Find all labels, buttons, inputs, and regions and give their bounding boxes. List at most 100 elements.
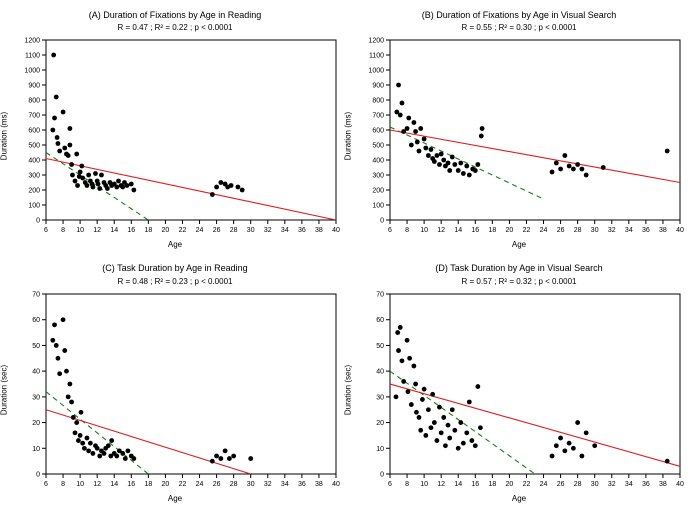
svg-text:10: 10 xyxy=(420,481,428,488)
svg-text:30: 30 xyxy=(247,481,255,488)
svg-text:600: 600 xyxy=(28,128,40,135)
svg-text:36: 36 xyxy=(642,481,650,488)
panel-b-ylabel: Duration (ms) xyxy=(344,112,353,160)
svg-text:22: 22 xyxy=(523,227,531,234)
svg-text:16: 16 xyxy=(127,227,135,234)
panel-d-ylabel: Duration (sec) xyxy=(344,364,353,414)
svg-text:8: 8 xyxy=(61,481,65,488)
svg-text:10: 10 xyxy=(376,445,384,452)
svg-text:40: 40 xyxy=(32,368,40,375)
svg-text:800: 800 xyxy=(372,98,384,105)
svg-text:20: 20 xyxy=(506,481,514,488)
svg-text:36: 36 xyxy=(298,227,306,234)
svg-text:0: 0 xyxy=(36,471,40,478)
svg-text:1000: 1000 xyxy=(368,68,384,75)
svg-text:12: 12 xyxy=(93,227,101,234)
svg-text:10: 10 xyxy=(76,481,84,488)
svg-text:18: 18 xyxy=(144,227,152,234)
svg-text:30: 30 xyxy=(591,481,599,488)
svg-text:8: 8 xyxy=(405,481,409,488)
svg-text:6: 6 xyxy=(388,227,392,234)
svg-text:24: 24 xyxy=(540,227,548,234)
svg-text:200: 200 xyxy=(372,188,384,195)
svg-text:38: 38 xyxy=(315,227,323,234)
svg-text:22: 22 xyxy=(179,227,187,234)
svg-text:300: 300 xyxy=(28,173,40,180)
svg-text:50: 50 xyxy=(376,342,384,349)
panel-a-svg: 6810121416182022242628303234363840010020… xyxy=(10,34,340,238)
svg-text:28: 28 xyxy=(574,227,582,234)
panel-a-ylabel: Duration (ms) xyxy=(0,112,9,160)
svg-text:70: 70 xyxy=(32,291,40,298)
svg-text:70: 70 xyxy=(376,291,384,298)
svg-text:400: 400 xyxy=(28,158,40,165)
svg-text:12: 12 xyxy=(437,227,445,234)
svg-text:32: 32 xyxy=(264,227,272,234)
svg-text:16: 16 xyxy=(471,481,479,488)
panel-d: (D) Task Duration by Age in Visual Searc… xyxy=(354,263,684,502)
svg-text:38: 38 xyxy=(659,227,667,234)
svg-text:34: 34 xyxy=(625,227,633,234)
svg-text:10: 10 xyxy=(32,445,40,452)
svg-text:40: 40 xyxy=(332,227,340,234)
svg-text:0: 0 xyxy=(36,218,40,225)
panel-b-plot: Duration (ms) 68101214161820222426283032… xyxy=(354,34,684,238)
svg-text:20: 20 xyxy=(162,481,170,488)
svg-text:900: 900 xyxy=(28,83,40,90)
panel-d-xlabel: Age xyxy=(354,494,684,503)
panel-a-xlabel: Age xyxy=(10,240,340,249)
svg-text:14: 14 xyxy=(454,227,462,234)
svg-text:28: 28 xyxy=(230,481,238,488)
svg-text:600: 600 xyxy=(372,128,384,135)
svg-text:1200: 1200 xyxy=(368,38,384,45)
svg-text:12: 12 xyxy=(93,481,101,488)
svg-text:800: 800 xyxy=(28,98,40,105)
panel-d-plot: Duration (sec) 6810121416182022242628303… xyxy=(354,288,684,492)
svg-text:30: 30 xyxy=(591,227,599,234)
svg-text:34: 34 xyxy=(625,481,633,488)
panel-b-xlabel: Age xyxy=(354,240,684,249)
svg-text:6: 6 xyxy=(388,481,392,488)
svg-text:1100: 1100 xyxy=(369,53,384,60)
panel-d-title: (D) Task Duration by Age in Visual Searc… xyxy=(354,263,684,274)
svg-text:700: 700 xyxy=(28,113,40,120)
svg-text:14: 14 xyxy=(454,481,462,488)
svg-text:30: 30 xyxy=(247,227,255,234)
svg-text:36: 36 xyxy=(298,481,306,488)
panel-b-stats: R = 0.55 ; R² = 0.30 ; p < 0.0001 xyxy=(354,23,684,32)
panel-c-ylabel: Duration (sec) xyxy=(0,364,9,414)
panel-a-plot: Duration (ms) 68101214161820222426283032… xyxy=(10,34,340,238)
panel-c-stats: R = 0.48 ; R² = 0.23 ; p < 0.0001 xyxy=(10,277,340,286)
svg-text:20: 20 xyxy=(506,227,514,234)
svg-text:16: 16 xyxy=(471,227,479,234)
svg-text:10: 10 xyxy=(420,227,428,234)
svg-text:700: 700 xyxy=(372,113,384,120)
panel-grid: (A) Duration of Fixations by Age in Read… xyxy=(10,10,679,503)
svg-text:34: 34 xyxy=(281,227,289,234)
svg-text:8: 8 xyxy=(61,227,65,234)
panel-c-title: (C) Task Duration by Age in Reading xyxy=(10,263,340,274)
svg-text:10: 10 xyxy=(76,227,84,234)
svg-text:32: 32 xyxy=(608,227,616,234)
svg-text:20: 20 xyxy=(32,420,40,427)
svg-text:18: 18 xyxy=(488,481,496,488)
svg-text:32: 32 xyxy=(608,481,616,488)
panel-c-svg: 6810121416182022242628303234363840010203… xyxy=(10,288,340,492)
svg-text:40: 40 xyxy=(676,227,684,234)
svg-text:16: 16 xyxy=(127,481,135,488)
svg-text:24: 24 xyxy=(540,481,548,488)
svg-text:500: 500 xyxy=(372,143,384,150)
svg-text:24: 24 xyxy=(196,227,204,234)
svg-text:32: 32 xyxy=(264,481,272,488)
svg-text:28: 28 xyxy=(574,481,582,488)
svg-text:8: 8 xyxy=(405,227,409,234)
svg-text:22: 22 xyxy=(179,481,187,488)
svg-text:26: 26 xyxy=(557,227,565,234)
svg-text:14: 14 xyxy=(110,227,118,234)
panel-b: (B) Duration of Fixations by Age in Visu… xyxy=(354,10,684,249)
svg-text:0: 0 xyxy=(380,471,384,478)
svg-text:26: 26 xyxy=(557,481,565,488)
svg-text:26: 26 xyxy=(213,227,221,234)
svg-text:38: 38 xyxy=(315,481,323,488)
svg-text:400: 400 xyxy=(372,158,384,165)
